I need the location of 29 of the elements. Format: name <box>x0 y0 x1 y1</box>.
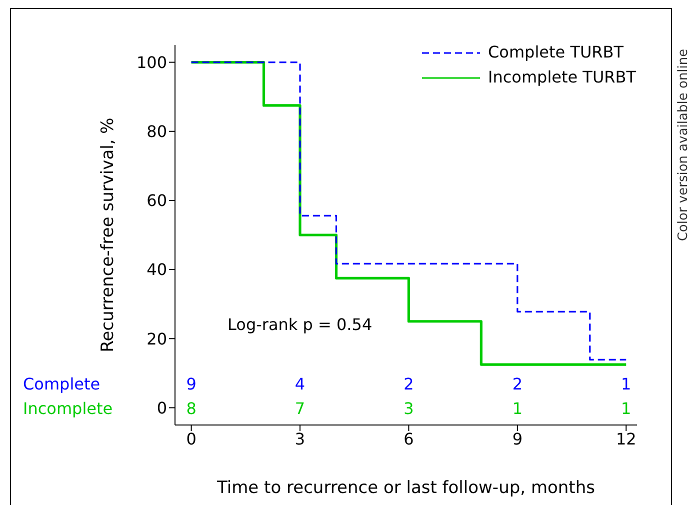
annotation: 2 <box>512 374 523 394</box>
x-axis-title: Time to recurrence or last follow-up, months <box>216 478 596 498</box>
x-tick-label: 3 <box>294 429 306 448</box>
annotation: 7 <box>294 398 306 418</box>
y-tick-label: 60 <box>146 191 167 210</box>
annotation: 8 <box>186 398 196 418</box>
x-tick-label: 9 <box>512 429 523 448</box>
annotation: 1 <box>512 398 523 418</box>
annotation: 1 <box>621 374 632 394</box>
text: Complete <box>23 374 100 394</box>
annotation: 9 <box>186 374 196 394</box>
y-tick-label: 100 <box>136 52 167 72</box>
legend-label: Complete TURBT <box>488 42 624 62</box>
text: Incomplete <box>23 398 113 418</box>
y-tick-label: 80 <box>146 122 167 142</box>
annotation: 1 <box>621 398 632 418</box>
annotation: 2 <box>404 374 414 394</box>
annotation: Log-rank p = 0.54 <box>228 315 372 334</box>
x-tick-label: 0 <box>186 429 196 448</box>
y-tick-label: 20 <box>146 329 167 348</box>
x-tick-label: 6 <box>404 429 414 448</box>
annotation: 4 <box>294 374 306 394</box>
legend-label: Incomplete TURBT <box>488 67 636 86</box>
y-tick-label: 0 <box>156 398 167 418</box>
text: Color version available online <box>676 48 691 242</box>
y-axis-title: Recurrence-free survival, % <box>98 118 118 352</box>
annotation: 3 <box>404 398 414 418</box>
y-tick-label: 40 <box>146 260 167 280</box>
x-tick-label: 12 <box>616 429 636 448</box>
